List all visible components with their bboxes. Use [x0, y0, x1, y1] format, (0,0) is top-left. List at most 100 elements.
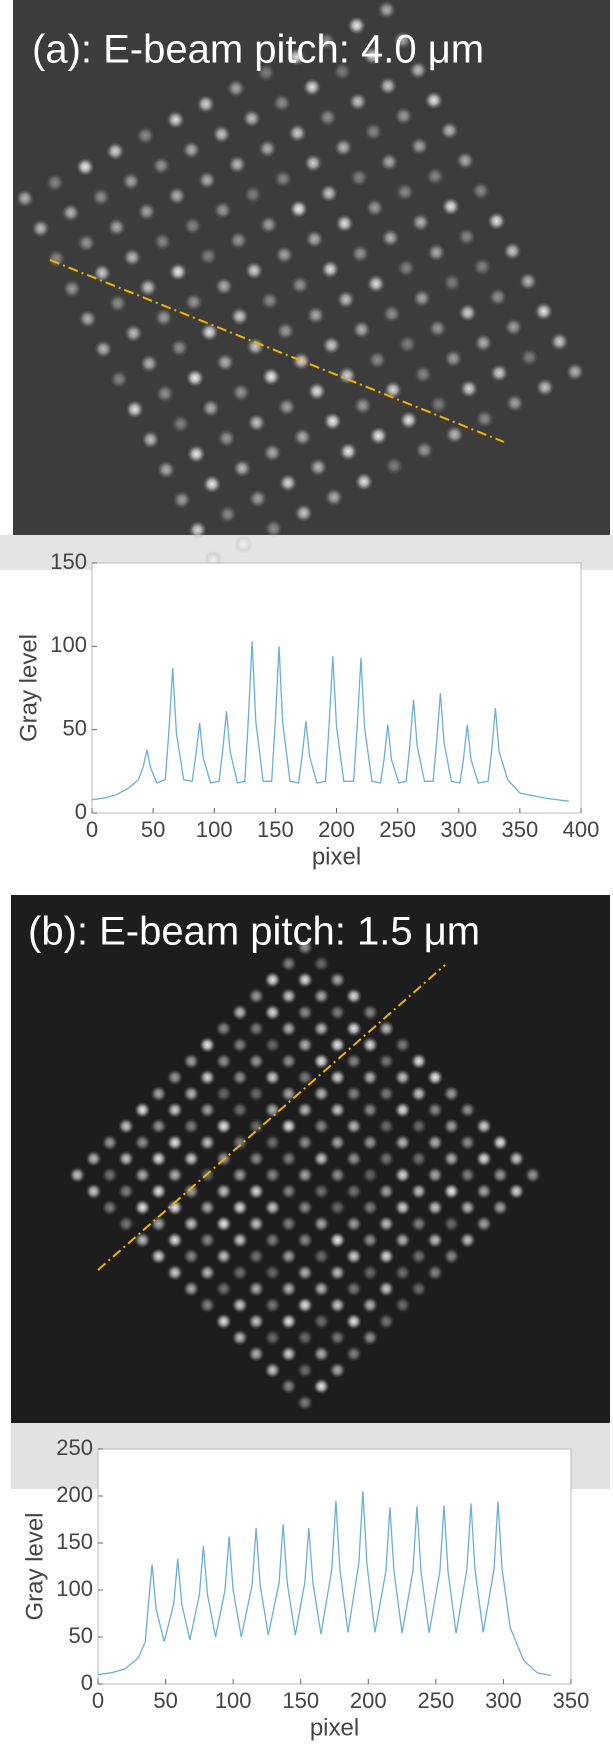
dot [201, 399, 220, 418]
dot [118, 1183, 135, 1200]
dot [183, 216, 202, 235]
profile-line [91, 641, 569, 802]
x-axis-label: pixel [312, 843, 361, 870]
dot [313, 1248, 330, 1265]
dot [264, 971, 281, 988]
dot [348, 92, 367, 111]
dot [248, 1150, 265, 1167]
x-tick-label: 100 [215, 1688, 252, 1713]
dot [297, 1264, 313, 1281]
dot [457, 227, 476, 246]
dot [166, 1134, 183, 1151]
dot [323, 412, 342, 431]
dot [350, 168, 369, 187]
dot [443, 1248, 460, 1265]
dot [276, 321, 295, 340]
dot [313, 955, 330, 972]
dot [297, 1329, 313, 1346]
dot [399, 411, 418, 430]
dot [231, 1264, 248, 1281]
dot [247, 413, 266, 432]
dot [352, 320, 371, 339]
dot [322, 336, 341, 355]
dot [69, 1167, 86, 1183]
dot [297, 1394, 313, 1411]
dot [231, 1232, 248, 1249]
profile-line-a [49, 259, 505, 443]
dot [78, 309, 97, 328]
y-tick-label: 0 [75, 799, 87, 824]
dot [272, 93, 291, 112]
dot [297, 1036, 313, 1053]
dot [394, 107, 413, 125]
dot [339, 442, 358, 461]
dot [124, 324, 143, 343]
dot [217, 429, 236, 448]
dot [203, 475, 221, 494]
dot [329, 1069, 346, 1086]
dot [503, 242, 522, 261]
x-tick-label: 300 [440, 817, 477, 842]
dot [362, 1004, 379, 1021]
dot [154, 308, 173, 327]
dot [329, 971, 346, 988]
dot [410, 1280, 427, 1297]
dot [136, 126, 155, 145]
dot [490, 364, 509, 382]
dot [280, 1215, 297, 1232]
dot [166, 1199, 183, 1216]
dot [248, 1085, 265, 1102]
dot [122, 172, 140, 191]
x-tick-label: 50 [141, 817, 165, 842]
dot [228, 155, 247, 174]
dot [427, 1167, 444, 1183]
dot [410, 137, 429, 156]
dot [166, 1264, 183, 1281]
dot [183, 1215, 200, 1232]
y-tick-label: 200 [56, 1482, 93, 1507]
dot [445, 425, 464, 444]
dot [313, 1215, 330, 1232]
dot [410, 1150, 427, 1167]
dot [264, 1264, 281, 1281]
dot [378, 1183, 395, 1200]
dot [264, 1004, 281, 1021]
dot [335, 214, 354, 233]
dot [297, 1167, 313, 1183]
dot [382, 304, 401, 323]
dot [166, 110, 185, 129]
dot [394, 1297, 411, 1314]
dot [313, 1053, 330, 1070]
dot [313, 988, 330, 1005]
dot [394, 1101, 411, 1118]
dot [313, 1313, 330, 1330]
dot [394, 1134, 411, 1151]
dot [183, 1085, 200, 1102]
dot [297, 939, 313, 956]
dot [520, 348, 539, 367]
dot [280, 1150, 297, 1167]
dot [248, 1020, 265, 1037]
y-tick-label: 250 [56, 1435, 93, 1460]
dot [329, 1264, 346, 1281]
dot [519, 272, 537, 291]
dot [398, 335, 417, 354]
dot [280, 1378, 297, 1395]
dot [215, 1248, 232, 1265]
dot [355, 472, 373, 491]
dot [257, 63, 276, 82]
dot [246, 337, 265, 356]
dot [150, 1215, 167, 1232]
dot [380, 152, 399, 171]
dot [426, 167, 445, 186]
dot [297, 1134, 313, 1151]
dot [321, 260, 340, 279]
dot [427, 243, 446, 262]
dot [280, 1313, 297, 1330]
dot [287, 48, 306, 66]
dot [428, 319, 447, 338]
dot [411, 213, 430, 232]
dot [492, 1167, 509, 1183]
x-tick-label: 400 [563, 817, 600, 842]
dot [107, 218, 126, 237]
